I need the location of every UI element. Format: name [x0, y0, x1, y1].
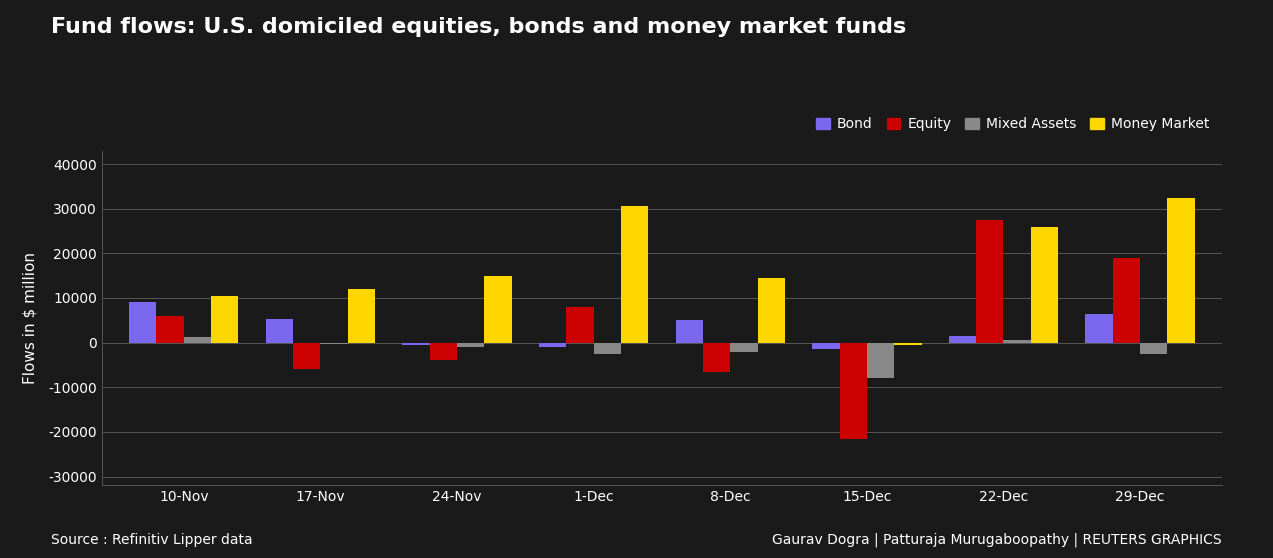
Bar	[1003, 340, 1031, 343]
Bar	[430, 343, 457, 360]
Bar	[266, 319, 293, 343]
Bar	[948, 336, 976, 343]
Bar	[894, 343, 922, 345]
Bar	[1167, 198, 1195, 343]
Bar	[402, 343, 430, 345]
Bar	[621, 206, 648, 343]
Text: Gaurav Dogra | Patturaja Murugaboopathy | REUTERS GRAPHICS: Gaurav Dogra | Patturaja Murugaboopathy …	[773, 532, 1222, 547]
Bar	[293, 343, 321, 369]
Bar	[976, 220, 1003, 343]
Bar	[183, 337, 211, 343]
Y-axis label: Flows in $ million: Flows in $ million	[22, 252, 37, 384]
Bar	[348, 289, 376, 343]
Bar	[1113, 258, 1141, 343]
Bar	[867, 343, 894, 378]
Bar	[593, 343, 621, 354]
Text: Fund flows: U.S. domiciled equities, bonds and money market funds: Fund flows: U.S. domiciled equities, bon…	[51, 17, 906, 37]
Bar	[484, 276, 512, 343]
Bar	[1086, 314, 1113, 343]
Legend: Bond, Equity, Mixed Assets, Money Market: Bond, Equity, Mixed Assets, Money Market	[811, 112, 1216, 137]
Bar	[840, 343, 867, 439]
Bar	[538, 343, 566, 347]
Bar	[157, 316, 183, 343]
Bar	[566, 307, 593, 343]
Bar	[812, 343, 840, 349]
Bar	[676, 320, 703, 343]
Text: Source : Refinitiv Lipper data: Source : Refinitiv Lipper data	[51, 533, 252, 547]
Bar	[703, 343, 731, 372]
Bar	[211, 296, 238, 343]
Bar	[321, 343, 348, 344]
Bar	[731, 343, 757, 352]
Bar	[1141, 343, 1167, 354]
Bar	[457, 343, 484, 347]
Bar	[757, 278, 785, 343]
Bar	[129, 301, 157, 343]
Bar	[1031, 227, 1058, 343]
